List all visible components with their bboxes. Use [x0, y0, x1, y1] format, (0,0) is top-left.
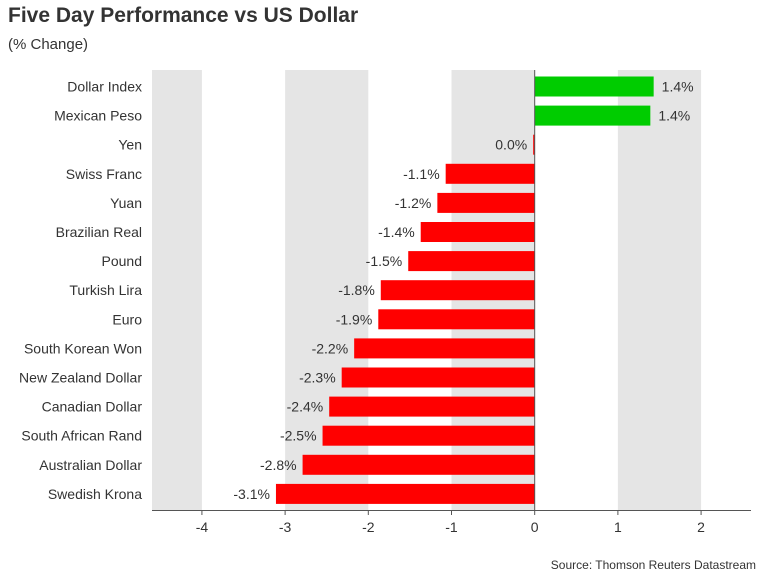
bar-mexican-peso: [534, 105, 651, 126]
category-label: Swiss Franc: [66, 166, 142, 182]
value-label: -1.8%: [338, 282, 375, 298]
bar-canadian-dollar: [329, 396, 535, 417]
bar-turkish-lira: [380, 280, 535, 301]
category-label: Yuan: [110, 195, 142, 211]
bar-dollar-index: [534, 76, 654, 97]
category-label: South African Rand: [21, 428, 142, 444]
category-label: Pound: [102, 253, 142, 269]
x-tick-label: -4: [196, 519, 209, 535]
bar-euro: [378, 309, 535, 330]
value-label: 1.4%: [662, 79, 694, 95]
category-label: Swedish Krona: [48, 486, 142, 502]
category-label: Brazilian Real: [56, 224, 142, 240]
value-label: -1.9%: [336, 311, 373, 327]
value-label: 1.4%: [658, 108, 690, 124]
value-label: -1.4%: [378, 224, 415, 240]
bar-swedish-krona: [275, 483, 535, 504]
source-note: Source: Thomson Reuters Datastream: [550, 558, 756, 572]
x-tick-label: 1: [614, 519, 622, 535]
bar-yuan: [437, 192, 535, 213]
category-label: Australian Dollar: [39, 457, 142, 473]
chart-subtitle: (% Change): [8, 36, 89, 53]
category-label: Turkish Lira: [69, 282, 142, 298]
value-label: -1.1%: [403, 166, 440, 182]
value-label: -2.5%: [280, 428, 317, 444]
bar-new-zealand-dollar: [341, 367, 535, 388]
category-label: Yen: [118, 137, 142, 153]
background-band: [617, 70, 702, 510]
value-label: -2.8%: [260, 457, 297, 473]
category-label: New Zealand Dollar: [19, 370, 142, 386]
x-tick-label: 0: [531, 519, 539, 535]
value-label: -1.2%: [395, 195, 432, 211]
category-label: Euro: [112, 311, 142, 327]
category-label: Canadian Dollar: [42, 399, 143, 415]
bar-yen: [533, 134, 535, 155]
value-label: 0.0%: [495, 137, 527, 153]
value-label: -2.4%: [287, 399, 324, 415]
category-label: Mexican Peso: [54, 108, 142, 124]
x-tick-label: 2: [697, 519, 705, 535]
x-tick-label: -2: [362, 519, 375, 535]
chart-title: Five Day Performance vs US Dollar: [8, 4, 359, 27]
value-label: -1.5%: [366, 253, 403, 269]
value-label: -2.3%: [299, 370, 336, 386]
value-label: -3.1%: [233, 486, 270, 502]
bar-pound: [408, 251, 535, 272]
bar-australian-dollar: [302, 454, 535, 475]
x-tick-label: -3: [279, 519, 292, 535]
category-label: Dollar Index: [67, 79, 142, 95]
bar-brazilian-real: [420, 222, 535, 242]
value-label: -2.2%: [312, 340, 349, 356]
bar-south-african-rand: [322, 425, 535, 446]
bar-south-korean-won: [354, 338, 535, 359]
x-tick-label: -1: [445, 519, 458, 535]
bar-swiss-franc: [445, 163, 535, 184]
background-band: [152, 70, 202, 510]
category-label: South Korean Won: [24, 340, 142, 356]
